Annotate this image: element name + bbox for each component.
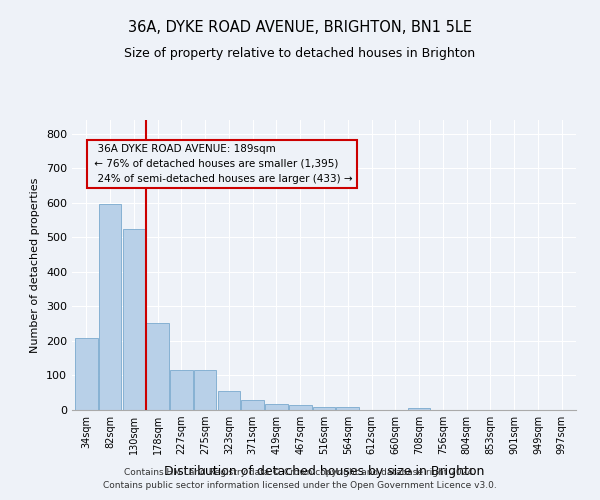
Bar [194, 370, 217, 410]
Bar [122, 230, 145, 410]
X-axis label: Distribution of detached houses by size in Brighton: Distribution of detached houses by size … [164, 466, 484, 478]
Text: 36A DYKE ROAD AVENUE: 189sqm
 ← 76% of detached houses are smaller (1,395)
  24%: 36A DYKE ROAD AVENUE: 189sqm ← 76% of de… [91, 144, 353, 184]
Bar [99, 204, 121, 410]
Text: Contains HM Land Registry data © Crown copyright and database right 2024.
Contai: Contains HM Land Registry data © Crown c… [103, 468, 497, 490]
Bar [313, 406, 335, 410]
Bar [170, 370, 193, 410]
Text: Size of property relative to detached houses in Brighton: Size of property relative to detached ho… [124, 48, 476, 60]
Y-axis label: Number of detached properties: Number of detached properties [31, 178, 40, 352]
Bar [218, 391, 240, 410]
Bar [146, 322, 169, 410]
Bar [337, 407, 359, 410]
Bar [241, 400, 264, 410]
Text: 36A, DYKE ROAD AVENUE, BRIGHTON, BN1 5LE: 36A, DYKE ROAD AVENUE, BRIGHTON, BN1 5LE [128, 20, 472, 35]
Bar [75, 338, 98, 410]
Bar [289, 405, 311, 410]
Bar [408, 408, 430, 410]
Bar [265, 404, 288, 410]
